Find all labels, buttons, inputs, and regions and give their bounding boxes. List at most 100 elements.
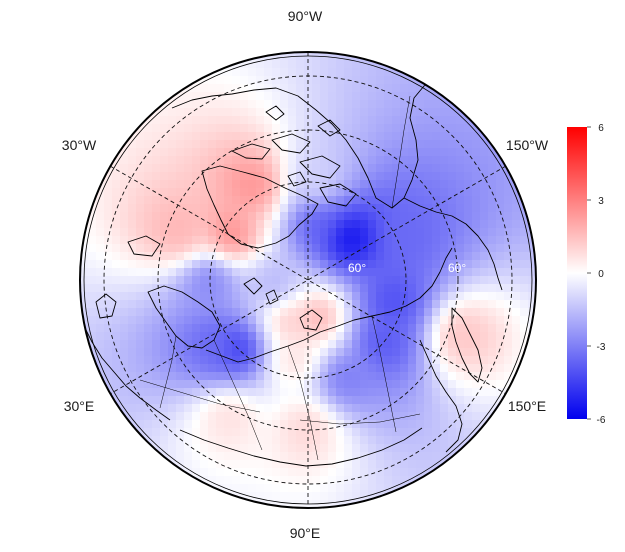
field-cell: [312, 148, 321, 157]
field-cell: [496, 372, 505, 381]
field-cell: [160, 164, 169, 173]
field-cell: [336, 356, 345, 365]
field-cell: [520, 260, 529, 269]
field-cell: [360, 388, 369, 397]
field-cell: [504, 188, 513, 197]
field-cell: [160, 244, 169, 253]
field-cell: [416, 220, 425, 229]
field-cell: [280, 292, 289, 301]
field-cell: [248, 324, 257, 333]
field-cell: [112, 164, 121, 173]
field-cell: [504, 268, 513, 277]
field-cell: [376, 404, 385, 413]
field-cell: [448, 180, 457, 189]
field-cell: [312, 284, 321, 293]
field-cell: [264, 452, 273, 461]
field-cell: [456, 404, 465, 413]
field-cell: [144, 236, 153, 245]
field-cell: [272, 500, 281, 508]
field-cell: [248, 364, 257, 373]
field-cell: [360, 132, 369, 141]
field-cell: [504, 372, 513, 381]
field-cell: [384, 300, 393, 309]
field-cell: [248, 92, 257, 101]
field-cell: [136, 244, 145, 253]
field-cell: [376, 212, 385, 221]
field-cell: [184, 356, 193, 365]
field-cell: [224, 436, 233, 445]
field-cell: [264, 244, 273, 253]
field-cell: [432, 452, 441, 461]
field-cell: [256, 340, 265, 349]
field-cell: [264, 212, 273, 221]
field-cell: [200, 180, 209, 189]
field-cell: [280, 372, 289, 381]
field-cell: [160, 140, 169, 149]
field-cell: [288, 60, 297, 69]
field-cell: [456, 436, 465, 445]
field-cell: [376, 316, 385, 325]
field-cell: [400, 364, 409, 373]
field-cell: [320, 388, 329, 397]
field-cell: [440, 412, 449, 421]
field-cell: [424, 356, 433, 365]
alaska-coastline: [403, 197, 503, 291]
field-cell: [304, 172, 313, 181]
field-cell: [184, 476, 193, 485]
field-cell: [256, 324, 265, 333]
field-cell: [288, 300, 297, 309]
field-cell: [392, 172, 401, 181]
field-cell: [192, 356, 201, 365]
field-cell: [168, 316, 177, 325]
field-cell: [352, 436, 361, 445]
field-cell: [472, 188, 481, 197]
field-cell: [104, 372, 113, 381]
field-cell: [88, 300, 97, 309]
field-cell: [240, 252, 249, 261]
field-cell: [112, 204, 121, 213]
field-cell: [288, 100, 297, 109]
field-cell: [384, 428, 393, 437]
map-disk: 60° 60°: [80, 52, 536, 508]
field-cell: [400, 340, 409, 349]
field-cell: [416, 276, 425, 285]
field-cell: [280, 316, 289, 325]
field-cell: [344, 108, 353, 117]
field-cell: [112, 340, 121, 349]
field-cell: [192, 180, 201, 189]
field-cell: [296, 116, 305, 125]
field-cell: [456, 220, 465, 229]
field-cell: [368, 380, 377, 389]
field-cell: [144, 116, 153, 125]
field-cell: [392, 420, 401, 429]
field-cell: [448, 124, 457, 133]
field-cell: [232, 300, 241, 309]
canadian-archipelago-coastline: [231, 105, 357, 207]
field-cell: [192, 292, 201, 301]
field-cell: [248, 212, 257, 221]
field-cell: [240, 220, 249, 229]
field-cell: [440, 332, 449, 341]
field-cell: [328, 52, 337, 61]
field-cell: [120, 348, 129, 357]
field-cell: [200, 220, 209, 229]
field-cell: [488, 396, 497, 405]
field-cell: [208, 76, 217, 85]
field-cell: [296, 92, 305, 101]
field-cell: [128, 220, 137, 229]
field-cell: [184, 420, 193, 429]
field-cell: [440, 308, 449, 317]
colorbar-tick-label: 3: [598, 196, 604, 207]
field-cell: [312, 60, 321, 69]
field-cell: [152, 324, 161, 333]
field-cell: [448, 172, 457, 181]
field-cell: [200, 252, 209, 261]
field-cell: [352, 340, 361, 349]
field-cell: [448, 204, 457, 213]
field-cell: [224, 468, 233, 477]
field-cell: [240, 244, 249, 253]
field-cell: [328, 188, 337, 197]
field-cell: [368, 332, 377, 341]
field-cell: [176, 196, 185, 205]
field-cell: [376, 436, 385, 445]
